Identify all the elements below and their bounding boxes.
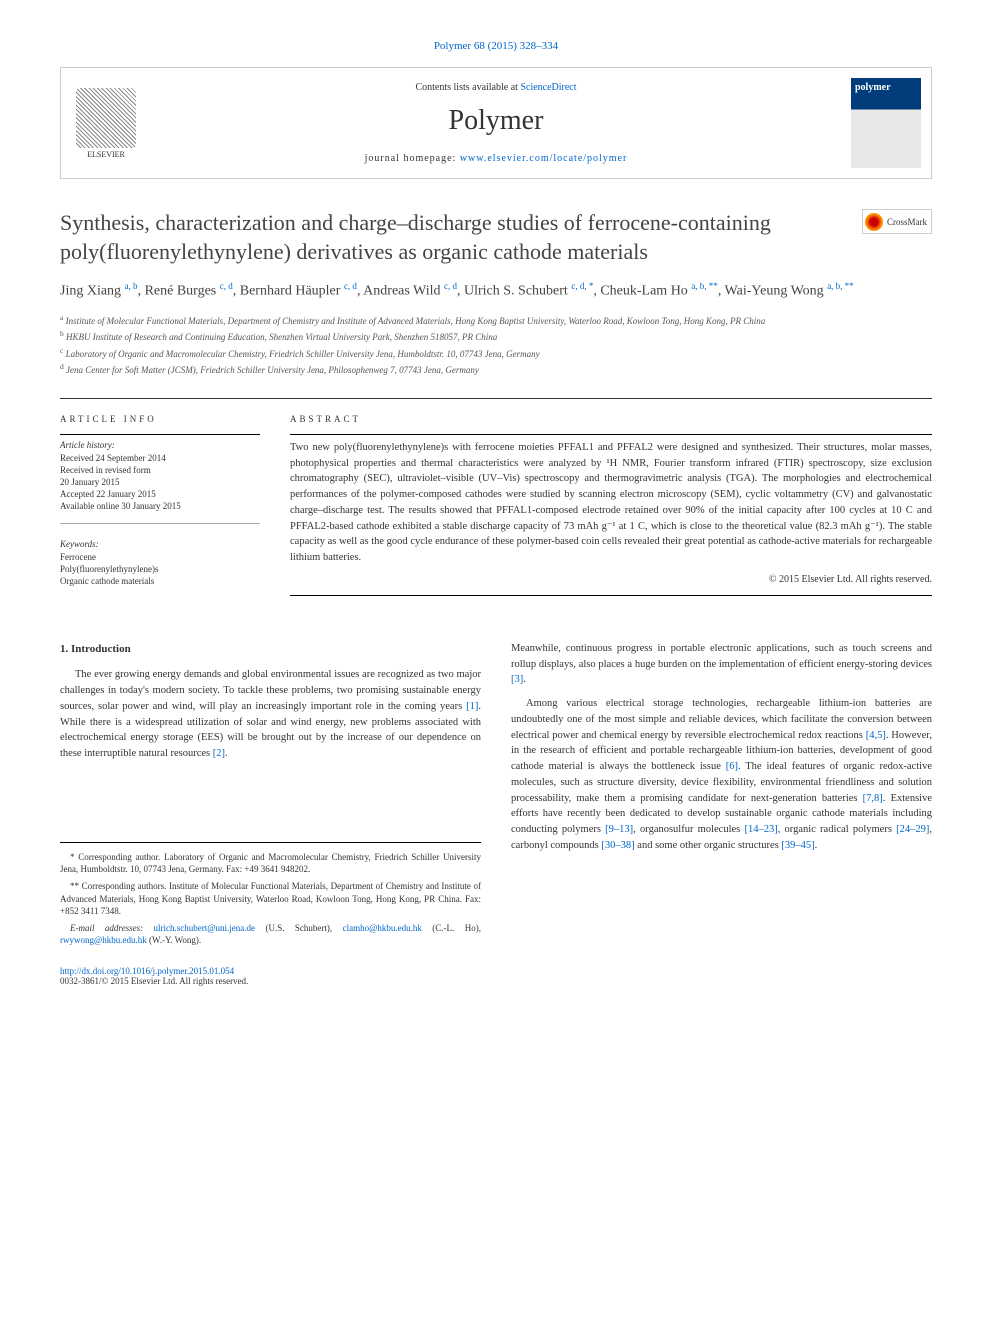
history-item: Accepted 22 January 2015 [60,489,260,499]
email-link-1[interactable]: ulrich.schubert@uni.jena.de [154,923,256,933]
affiliations: a Institute of Molecular Functional Mate… [60,312,932,378]
section-heading-intro: 1. Introduction [60,641,481,658]
ref-link-9-13[interactable]: [9–13] [605,824,633,835]
journal-header: ELSEVIER Contents lists available at Sci… [60,67,932,179]
corr-author-2: ** Corresponding authors. Institute of M… [60,880,481,918]
citation-link[interactable]: Polymer 68 (2015) 328–334 [434,40,558,52]
divider [60,398,932,399]
ref-link-7-8[interactable]: [7,8] [863,793,883,804]
email-link-3[interactable]: rwywong@hkbu.edu.hk [60,935,147,945]
intro-para-3: Among various electrical storage technol… [511,696,932,854]
cover-title: polymer [851,78,921,97]
article-info-heading: ARTICLE INFO [60,414,260,424]
divider [290,434,932,435]
elsevier-text: ELSEVIER [76,150,136,159]
elsevier-tree-icon [76,88,136,148]
ref-link-4-5[interactable]: [4,5] [866,730,886,741]
history-item: Available online 30 January 2015 [60,501,260,511]
journal-homepage: journal homepage: www.elsevier.com/locat… [141,153,851,164]
ref-link-2[interactable]: [2] [213,748,225,759]
ref-link-30-38[interactable]: [30–38] [601,840,634,851]
left-column: 1. Introduction The ever growing energy … [60,641,481,951]
abstract-heading: ABSTRACT [290,414,932,424]
homepage-link[interactable]: www.elsevier.com/locate/polymer [460,153,628,164]
keyword-item: Poly(fluorenylethynylene)s [60,564,260,574]
ref-link-24-29[interactable]: [24–29] [896,824,929,835]
affiliation-item: d Jena Center for Soft Matter (JCSM), Fr… [60,361,932,378]
email-addresses: E-mail addresses: ulrich.schubert@uni.je… [60,922,481,947]
abstract-text: Two new poly(fluorenylethynylene)s with … [290,440,932,566]
journal-citation: Polymer 68 (2015) 328–334 [60,40,932,52]
journal-cover-thumbnail: polymer [851,78,921,168]
ref-link-3[interactable]: [3] [511,674,523,685]
divider [60,523,260,524]
issn-copyright: 0032-3861/© 2015 Elsevier Ltd. All right… [60,976,248,986]
ref-link-39-45[interactable]: [39–45] [781,840,814,851]
journal-name: Polymer [141,105,851,137]
email-link-2[interactable]: clamho@hkbu.edu.hk [343,923,422,933]
elsevier-logo: ELSEVIER [71,81,141,166]
corresponding-author-notes: * Corresponding author. Laboratory of Or… [60,842,481,947]
affiliation-item: a Institute of Molecular Functional Mate… [60,312,932,329]
intro-para-2: Meanwhile, continuous progress in portab… [511,641,932,688]
divider [60,434,260,435]
history-item: Received in revised form [60,465,260,475]
main-body: 1. Introduction The ever growing energy … [60,641,932,951]
article-title: Synthesis, characterization and charge–d… [60,209,842,266]
corr-author-1: * Corresponding author. Laboratory of Or… [60,851,481,876]
affiliation-item: c Laboratory of Organic and Macromolecul… [60,345,932,362]
keyword-item: Organic cathode materials [60,576,260,586]
divider [290,595,932,596]
history-item: 20 January 2015 [60,477,260,487]
doi-footer: http://dx.doi.org/10.1016/j.polymer.2015… [60,966,932,986]
article-info-sidebar: ARTICLE INFO Article history: Received 2… [60,414,260,601]
history-item: Received 24 September 2014 [60,453,260,463]
crossmark-badge[interactable]: CrossMark [862,209,932,234]
ref-link-14-23[interactable]: [14–23] [744,824,777,835]
contents-available: Contents lists available at ScienceDirec… [141,82,851,93]
keywords-label: Keywords: [60,539,260,549]
history-label: Article history: [60,440,260,450]
affiliation-item: b HKBU Institute of Research and Continu… [60,328,932,345]
crossmark-icon [865,213,883,231]
right-column: Meanwhile, continuous progress in portab… [511,641,932,951]
author-list: Jing Xiang a, b, René Burges c, d, Bernh… [60,281,932,300]
crossmark-text: CrossMark [887,217,927,227]
copyright: © 2015 Elsevier Ltd. All rights reserved… [290,574,932,585]
ref-link-6[interactable]: [6] [726,761,738,772]
abstract-column: ABSTRACT Two new poly(fluorenylethynylen… [290,414,932,601]
sciencedirect-link[interactable]: ScienceDirect [520,82,576,93]
doi-link[interactable]: http://dx.doi.org/10.1016/j.polymer.2015… [60,966,234,976]
keyword-item: Ferrocene [60,552,260,562]
intro-para-1: The ever growing energy demands and glob… [60,667,481,762]
ref-link-1[interactable]: [1] [466,701,478,712]
